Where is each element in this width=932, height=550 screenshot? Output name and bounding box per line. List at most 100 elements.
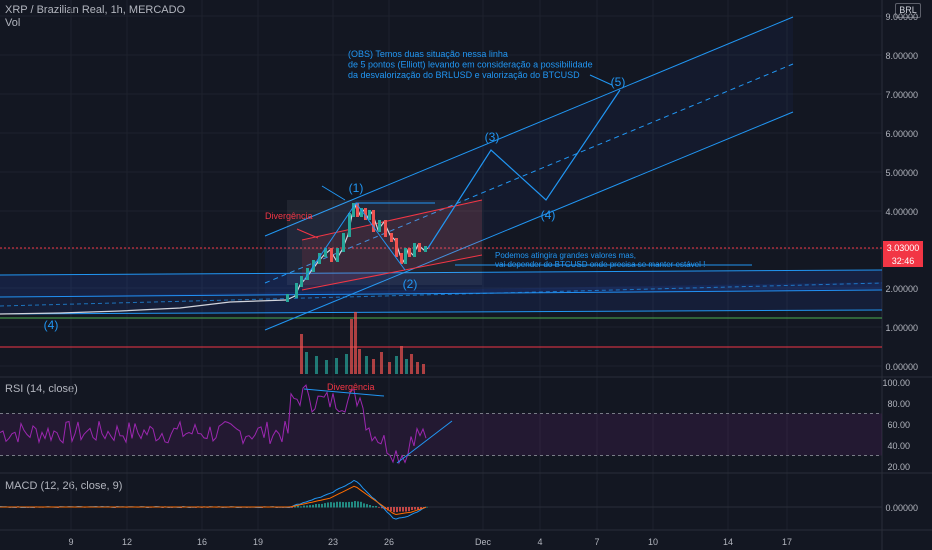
time-tick-label: 17 xyxy=(782,537,792,547)
macd-histogram-bar xyxy=(366,504,368,508)
macd-histogram-bar xyxy=(351,501,353,508)
volume-bar xyxy=(388,362,391,374)
price-candle xyxy=(295,283,298,298)
rsi-line xyxy=(0,384,427,465)
price-candle xyxy=(372,210,375,232)
rsi-tick-label: 40.00 xyxy=(887,441,910,451)
rising-channel-bottom xyxy=(264,111,794,331)
macd-histogram-bar xyxy=(420,507,422,509)
macd-histogram-bar xyxy=(354,501,356,508)
price-candle xyxy=(324,248,327,257)
divergence-label-price: Divergência xyxy=(265,211,313,221)
volume-legend[interactable]: Vol xyxy=(5,17,21,29)
macd-histogram-bar xyxy=(426,506,428,508)
red-channel-top xyxy=(301,199,483,241)
volume-bar xyxy=(372,359,375,374)
macd-histogram-bar xyxy=(390,507,392,511)
macd-histogram-bar xyxy=(405,507,407,512)
channel-mid-line xyxy=(0,282,883,307)
rsi-tick-label: 100.00 xyxy=(882,378,910,388)
price-candle xyxy=(330,248,333,262)
volume-bar xyxy=(405,359,408,374)
wave-label-3: (3) xyxy=(485,130,500,144)
price-tick-label: 6.00000 xyxy=(885,129,918,139)
macd-histogram-bar xyxy=(330,502,332,508)
macd-histogram-bar xyxy=(294,506,296,508)
volume-bar xyxy=(400,346,403,374)
macd-histogram-bar xyxy=(408,507,410,512)
price-candle xyxy=(318,253,321,264)
volume-bar xyxy=(416,362,419,374)
price-candle xyxy=(390,233,393,242)
volume-bar xyxy=(305,352,308,374)
countdown-badge xyxy=(883,254,923,267)
wave-label-4: (4) xyxy=(541,208,556,222)
macd-histogram-bar xyxy=(369,504,371,508)
price-candle xyxy=(418,243,421,252)
wave-label-1: (1) xyxy=(349,181,364,195)
macd-histogram-bar xyxy=(357,501,359,508)
time-tick-label: 19 xyxy=(253,537,263,547)
macd-histogram-bar xyxy=(381,507,383,509)
macd-histogram-bar xyxy=(333,502,335,508)
price-tick-label: 7.00000 xyxy=(885,90,918,100)
rsi-tick-label: 60.00 xyxy=(887,420,910,430)
price-tick-label: 0.00000 xyxy=(885,362,918,372)
price-candle xyxy=(413,243,416,257)
note-line: da desvalorização do BRLUSD e valorizaçã… xyxy=(348,70,580,80)
note2-line: vai depender do BTCUSD onde precisa se m… xyxy=(495,260,705,269)
price-candle xyxy=(408,248,411,257)
price-candle xyxy=(404,248,407,264)
note-line: de 5 pontos (Elliott) levando em conside… xyxy=(348,60,593,70)
volume-bar xyxy=(350,319,353,374)
macd-histogram-bar xyxy=(372,505,374,508)
channel-low-line xyxy=(0,309,883,315)
price-candle xyxy=(360,208,363,217)
rsi-divergence-line xyxy=(303,388,385,397)
macd-histogram-bar xyxy=(348,501,350,508)
time-tick-label: 4 xyxy=(537,537,542,547)
price-tick-label: 4.00000 xyxy=(885,207,918,217)
volume-bar xyxy=(380,352,383,374)
macd-histogram-bar xyxy=(339,501,341,508)
note2-line: Podemos atingira grandes valores mas, xyxy=(495,251,636,260)
volume-bar xyxy=(354,312,357,374)
price-tick-label: 5.00000 xyxy=(885,168,918,178)
macd-histogram-bar xyxy=(402,507,404,512)
price-candle xyxy=(286,294,289,302)
time-tick-label: Dec xyxy=(475,537,492,547)
price-candle xyxy=(348,213,351,237)
macd-histogram-bar xyxy=(297,505,299,508)
macd-histogram-bar xyxy=(414,507,416,510)
price-candle xyxy=(336,248,339,262)
last-price-badge xyxy=(883,241,923,254)
elliott-projection xyxy=(427,89,621,249)
volume-bar xyxy=(365,356,368,374)
rsi-trend-arrow xyxy=(396,420,453,464)
price-tick-label: 8.00000 xyxy=(885,51,918,61)
currency-badge[interactable]: BRL xyxy=(895,3,921,18)
channel-zone-2 xyxy=(0,282,882,314)
last-price-label: 3.03000 xyxy=(887,243,920,253)
symbol-title[interactable]: XRP / Brazilian Real, 1h, MERCADO xyxy=(5,4,186,16)
macd-histogram-bar xyxy=(309,505,311,508)
macd-legend[interactable]: MACD (12, 26, close, 9) xyxy=(5,480,123,492)
time-tick-label: 14 xyxy=(723,537,733,547)
price-candle xyxy=(424,246,427,252)
macd-histogram-bar xyxy=(417,507,419,510)
time-tick-label: 12 xyxy=(122,537,132,547)
macd-histogram-bar xyxy=(363,503,365,508)
rsi-legend[interactable]: RSI (14, close) xyxy=(5,383,78,395)
volume-bar xyxy=(325,360,328,374)
macd-histogram-bar xyxy=(393,507,395,513)
note-arrow xyxy=(589,74,613,86)
volume-bar xyxy=(358,349,361,374)
time-tick-label: 9 xyxy=(68,537,73,547)
price-candle xyxy=(352,203,355,217)
macd-histogram-bar xyxy=(327,502,329,508)
macd-histogram-bar xyxy=(342,502,344,508)
volume-bar xyxy=(345,354,348,374)
macd-histogram-bar xyxy=(411,507,413,511)
macd-tick-label: 0.00000 xyxy=(885,503,918,513)
